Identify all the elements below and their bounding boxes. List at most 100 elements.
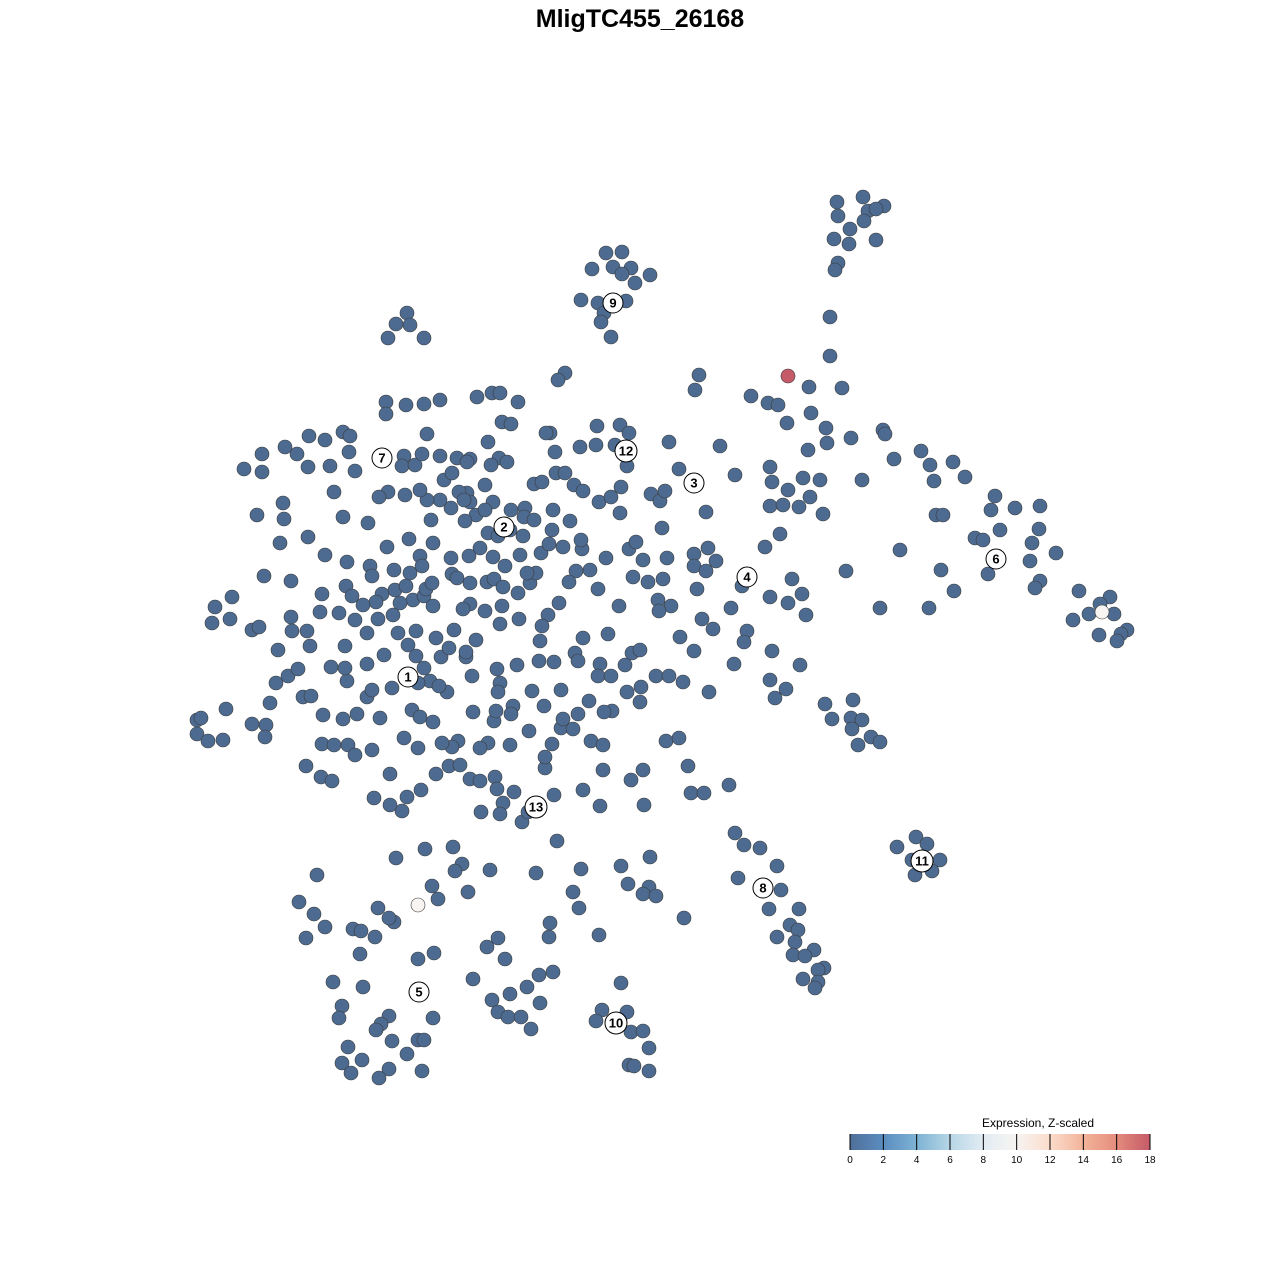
data-point (353, 923, 369, 939)
data-point (775, 497, 791, 513)
data-point (822, 309, 838, 325)
data-point (1091, 627, 1107, 643)
data-point (432, 448, 448, 464)
data-point (534, 618, 550, 634)
data-point (298, 930, 314, 946)
cluster-label-text: 11 (915, 854, 929, 869)
data-point (376, 647, 392, 663)
data-point (571, 900, 587, 916)
data-point (455, 601, 471, 617)
data-point (317, 919, 333, 935)
data-point (983, 502, 999, 518)
data-point (817, 696, 833, 712)
data-point (598, 245, 614, 261)
data-point (268, 675, 284, 691)
data-point (236, 461, 252, 477)
data-point (277, 439, 293, 455)
data-point (661, 668, 677, 684)
data-point (398, 578, 414, 594)
data-point (589, 418, 605, 434)
data-point-expressed (410, 897, 426, 913)
data-point (367, 929, 383, 945)
data-point (291, 894, 307, 910)
data-point (456, 492, 472, 508)
data-point (854, 472, 870, 488)
data-point (946, 583, 962, 599)
data-point (856, 213, 872, 229)
data-point (721, 777, 737, 793)
data-point (371, 489, 387, 505)
cluster-label-text: 7 (378, 451, 385, 466)
data-point (399, 789, 415, 805)
data-point (460, 884, 476, 900)
cluster-label-4: 4 (736, 566, 758, 588)
data-point (892, 542, 908, 558)
data-point (502, 986, 518, 1002)
data-point (544, 522, 560, 538)
data-point (877, 426, 893, 442)
data-point (443, 550, 459, 566)
data-point (957, 469, 973, 485)
colorbar-ticks: 0 2 4 6 8 10 12 14 16 18 (847, 1134, 1156, 1166)
data-point (565, 721, 581, 737)
data-point (378, 406, 394, 422)
data-point (394, 458, 410, 474)
data-point (396, 730, 412, 746)
data-point (500, 1009, 516, 1025)
cluster-label-marker (910, 849, 934, 873)
data-point (492, 385, 508, 401)
data-point (600, 626, 616, 642)
data-point (276, 511, 292, 527)
data-point (503, 502, 519, 518)
data-point (648, 888, 664, 904)
data-point (382, 797, 398, 813)
data-point (592, 656, 608, 672)
data-point (468, 632, 484, 648)
data-point (635, 886, 651, 902)
data-point (555, 539, 571, 555)
data-point (780, 482, 796, 498)
data-point (251, 619, 267, 635)
data-point (830, 208, 846, 224)
data-point (400, 637, 416, 653)
data-point (764, 643, 780, 659)
data-point (603, 489, 619, 505)
data-point (528, 865, 544, 881)
data-point (562, 513, 578, 529)
cluster-label-text: 13 (529, 800, 543, 815)
data-point (283, 573, 299, 589)
data-point-expressed (1094, 604, 1110, 620)
data-point (550, 372, 566, 388)
data-point (712, 438, 728, 454)
data-point (204, 615, 220, 631)
data-point (465, 971, 481, 987)
data-point (370, 900, 386, 916)
data-point (337, 638, 353, 654)
data-point (623, 772, 639, 788)
data-point (1048, 545, 1064, 561)
data-point (632, 642, 648, 658)
data-point (207, 599, 223, 615)
data-point (672, 629, 688, 645)
data-point (254, 464, 270, 480)
data-point (819, 435, 835, 451)
cluster-label-9: 9 (602, 292, 624, 314)
data-point (254, 446, 270, 462)
data-point (762, 589, 778, 605)
data-point (570, 706, 586, 722)
data-point (413, 782, 429, 798)
data-point (524, 683, 540, 699)
data-point (222, 611, 238, 627)
data-point (620, 876, 636, 892)
data-point (651, 603, 667, 619)
data-point (326, 737, 342, 753)
data-point (354, 1052, 370, 1068)
data-point (523, 1021, 539, 1037)
data-point (513, 1009, 529, 1025)
data-point (769, 858, 785, 874)
data-point (300, 529, 316, 545)
data-point (412, 709, 428, 725)
data-point (428, 630, 444, 646)
data-point (510, 585, 526, 601)
data-point (506, 784, 522, 800)
